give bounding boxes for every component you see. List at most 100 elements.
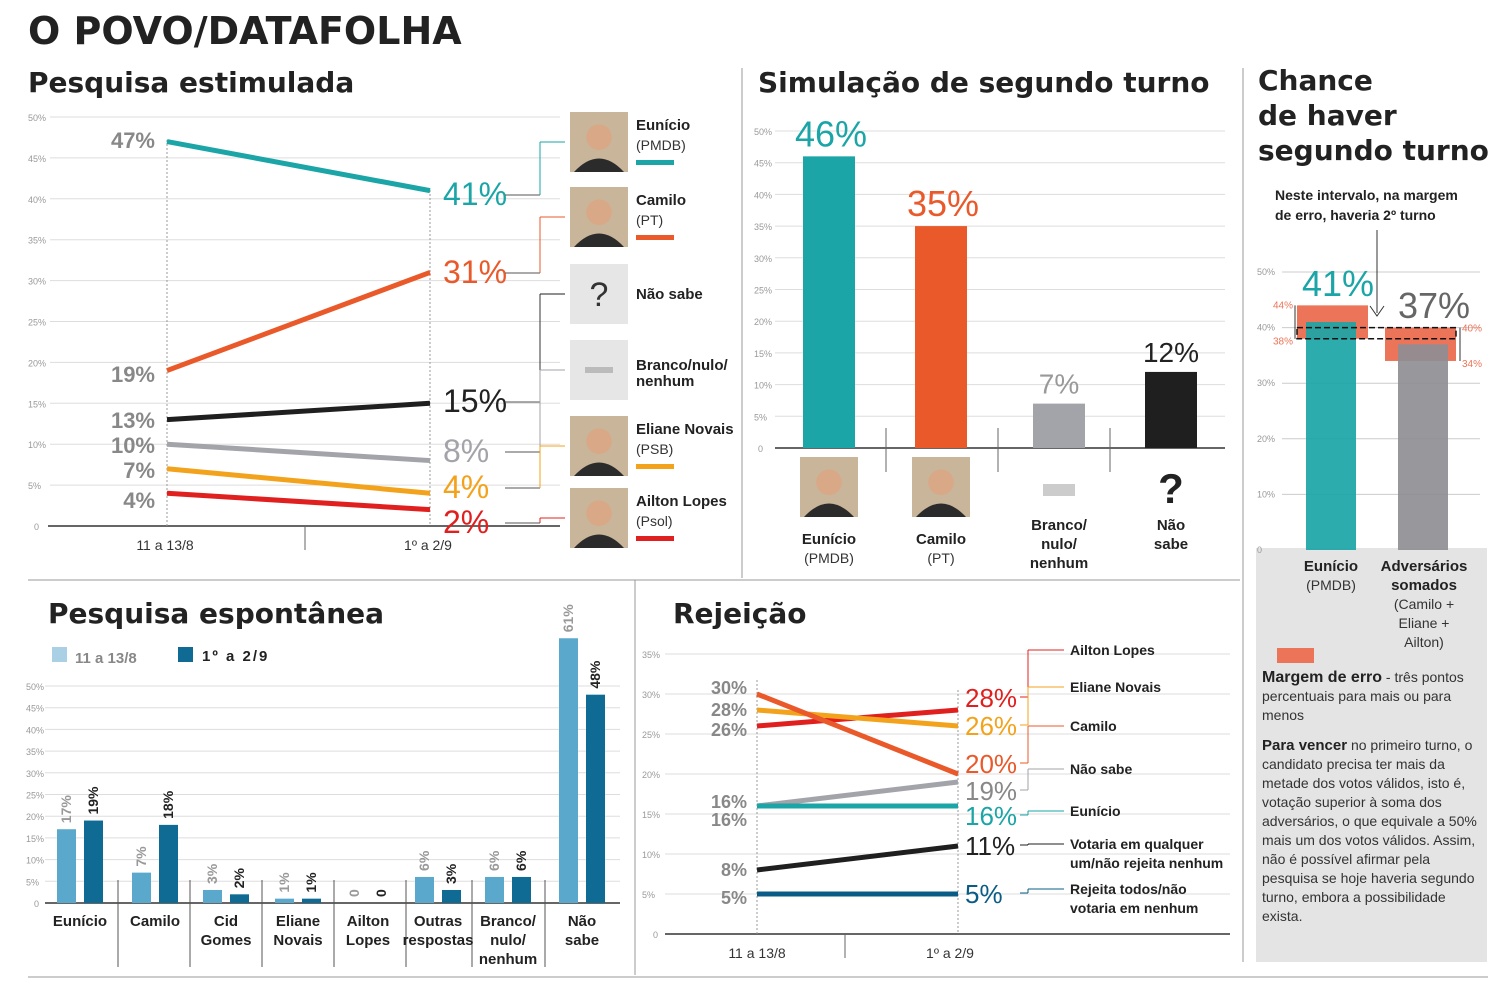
data-label: 4% (443, 469, 489, 505)
bar-0 (559, 638, 578, 903)
data-label: 47% (111, 128, 155, 153)
category-name-line: Outras (414, 913, 462, 930)
y-tick-label: 0 (34, 899, 39, 909)
category-name-line: sabe (565, 932, 599, 949)
data-label: 10% (111, 433, 155, 458)
data-label: 2% (443, 504, 489, 540)
legend-name: Não sabe (1070, 761, 1132, 777)
y-tick-label: 30% (26, 769, 44, 779)
y-tick-label: 20% (26, 812, 44, 822)
y-tick-label: 10% (754, 381, 772, 391)
legend-name-line: nenhum (636, 373, 694, 390)
category-name-line: Ailton (347, 913, 390, 930)
y-tick-label: 40% (754, 190, 772, 200)
bar-1 (84, 820, 103, 903)
category-party: (PT) (927, 550, 954, 566)
data-label: 0 (346, 889, 362, 897)
data-label: 18% (160, 790, 176, 819)
y-tick-label: 20% (28, 358, 46, 368)
category-name-line: nulo/ (490, 932, 527, 949)
category-name: Camilo (916, 531, 966, 548)
margin-note: Margem de erro - três pontos percentuais… (1262, 668, 1484, 725)
margin-note-title: Margem de erro (1262, 669, 1383, 686)
category-name-line: Adversários (1381, 558, 1468, 575)
legend-swatch (636, 235, 674, 240)
category-name: Branco/nulo/nenhum (479, 913, 537, 968)
legend-swatch (636, 160, 674, 165)
series-line-nao_sabe (756, 843, 959, 873)
y-tick-label: 15% (642, 810, 660, 820)
y-tick-label: 30% (642, 690, 660, 700)
candidate-photo-body (574, 534, 624, 548)
y-tick-label: 5% (26, 877, 39, 887)
category-party-line: Eliane + (1399, 615, 1450, 631)
y-tick-label: 40% (26, 725, 44, 735)
series-line-ailton (166, 490, 431, 513)
y-tick-label: 0 (758, 444, 763, 454)
series-line-eliane (166, 466, 431, 496)
legend-name: Camilo (1070, 718, 1117, 734)
bar-0 (803, 156, 855, 449)
chart-title: Pesquisa estimulada (28, 66, 354, 99)
y-tick-label: 15% (28, 399, 46, 409)
bar-0 (203, 889, 222, 903)
category-name-line: respostas (403, 932, 474, 949)
y-tick-label: 0 (653, 930, 658, 940)
bar-0 (485, 876, 504, 903)
category-name-line: nenhum (1030, 555, 1088, 572)
legend-swatch (178, 647, 193, 662)
data-label: 8% (443, 433, 489, 469)
arrow-head-icon (1369, 305, 1385, 317)
data-label: 7% (133, 846, 149, 867)
y-tick-label: 30% (754, 254, 772, 264)
data-label: 6% (513, 850, 529, 871)
data-label: 41% (1302, 263, 1374, 304)
y-tick-label: 30% (1257, 378, 1275, 388)
candidate-photo-body (804, 503, 854, 517)
x-tick-label: 1º a 2/9 (926, 945, 974, 961)
win-note-text: no primeiro turno, o candidato precisa t… (1262, 737, 1477, 924)
category-name-line: Novais (273, 932, 322, 949)
y-tick-label: 0 (1257, 545, 1262, 555)
data-label: 26% (965, 711, 1017, 741)
range-label: 34% (1462, 359, 1482, 370)
data-label: 30% (711, 678, 747, 698)
data-label: 12% (1143, 337, 1199, 368)
data-label: 31% (443, 254, 507, 290)
series-line-eliane (756, 707, 959, 729)
y-tick-label: 35% (642, 650, 660, 660)
data-label: 6% (416, 850, 432, 871)
legend-name: Ailton Lopes (636, 493, 727, 510)
data-label: 7% (1039, 369, 1079, 400)
y-tick-label: 5% (28, 481, 41, 491)
category-name: Outras respostas (403, 913, 474, 949)
dash-icon (585, 367, 613, 373)
candidate-photo-face (586, 124, 612, 150)
category-name: Eunício (802, 531, 856, 548)
candidate-photo-body (916, 503, 966, 517)
bar-1 (302, 898, 321, 903)
data-label: 16% (711, 810, 747, 830)
chart-title: Simulação de segundo turno (758, 66, 1210, 99)
legend-name: Eliane Novais (1070, 679, 1161, 695)
y-tick-label: 10% (28, 440, 46, 450)
dash-icon (1043, 484, 1075, 496)
category-name: Não sabe (565, 913, 599, 949)
bar-2 (1033, 403, 1085, 448)
series-line-branco (756, 779, 959, 809)
bar-3 (1145, 371, 1197, 448)
y-tick-label: 20% (754, 317, 772, 327)
x-tick-label: 11 a 13/8 (136, 537, 194, 553)
data-label: 41% (443, 176, 507, 212)
category-name-line: Eunício (53, 913, 107, 930)
candidate-photo-body (574, 158, 624, 172)
legend-party: (Psol) (636, 513, 673, 529)
data-label: 28% (711, 700, 747, 720)
data-label: 61% (560, 604, 576, 633)
category-party: (Camilo + Eliane + Ailton) (1394, 596, 1454, 650)
data-label: 13% (111, 408, 155, 433)
range-label: 40% (1462, 324, 1482, 335)
category-party-line: Ailton) (1404, 634, 1444, 650)
bar-1 (442, 889, 461, 903)
y-tick-label: 35% (28, 236, 46, 246)
